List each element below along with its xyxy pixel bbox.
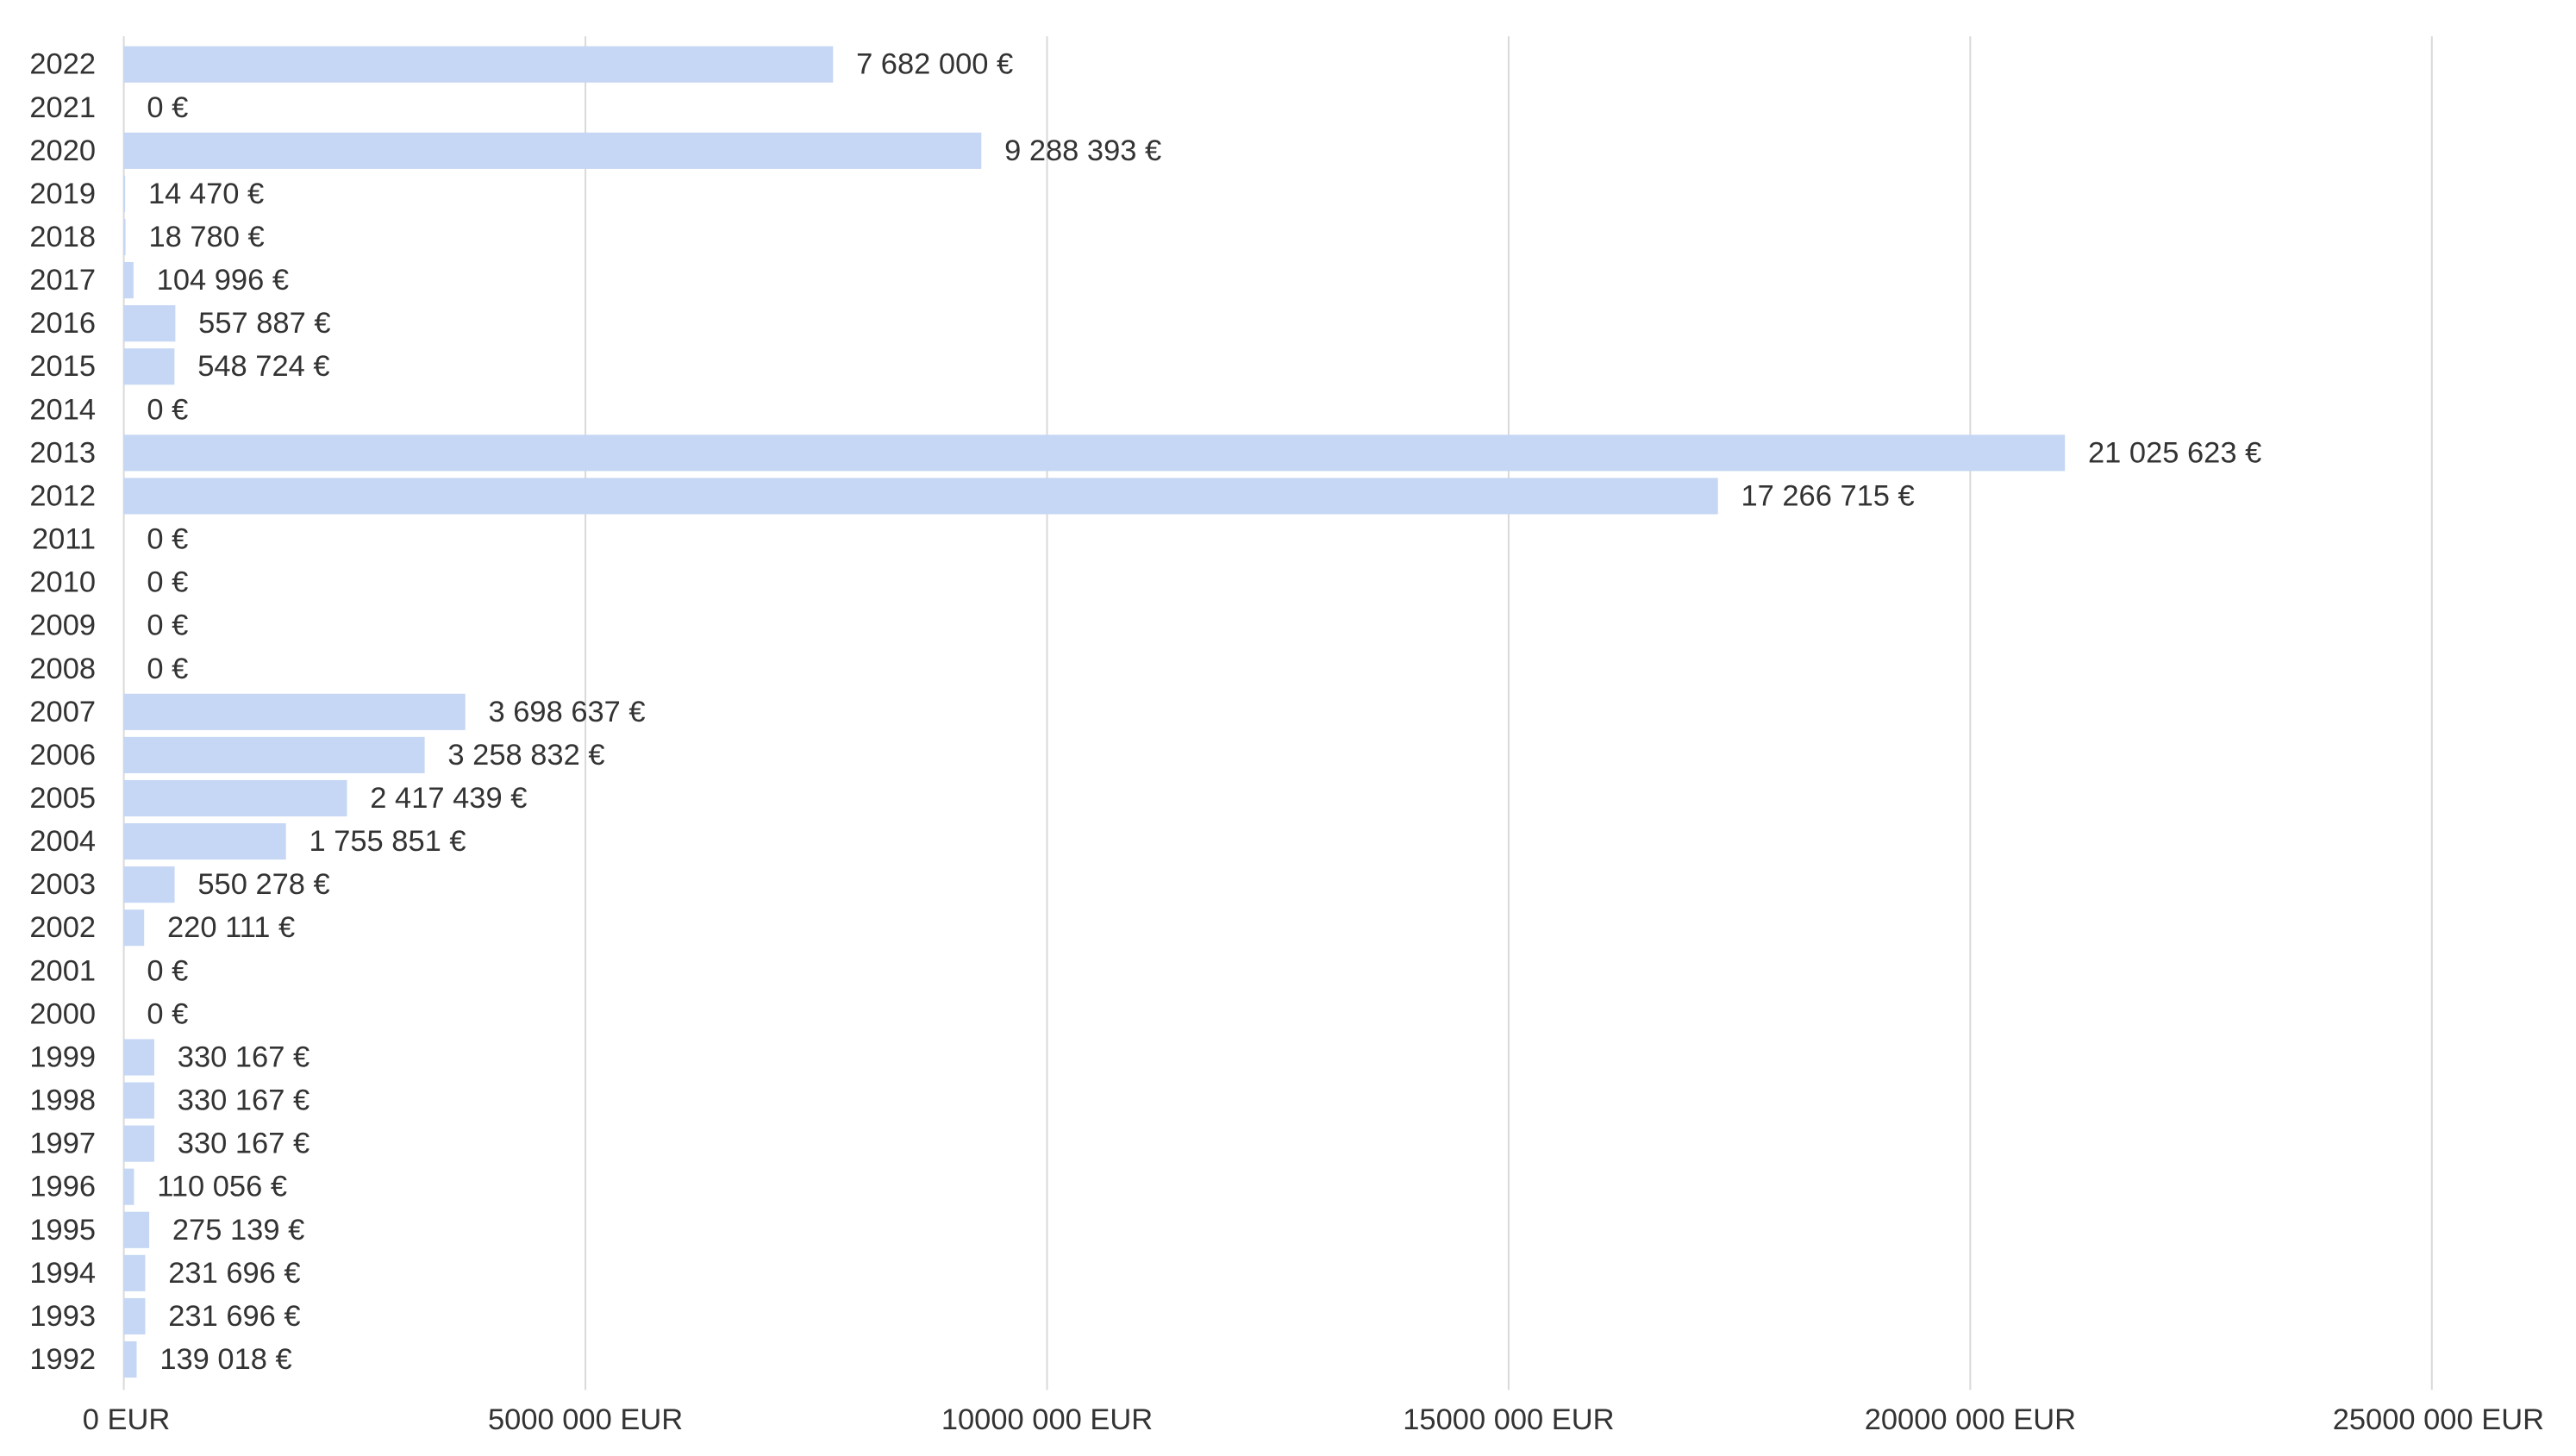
year-label: 2015 — [29, 350, 96, 383]
year-label: 2018 — [29, 221, 96, 253]
bar-1993 — [123, 1297, 146, 1334]
value-label: 7 682 000 € — [856, 48, 1013, 81]
value-label: 17 266 715 € — [1741, 479, 1914, 512]
year-label: 1999 — [29, 1040, 96, 1073]
value-label: 330 167 € — [178, 1128, 309, 1160]
bars — [123, 46, 2066, 1378]
year-label: 1995 — [29, 1214, 96, 1247]
value-label: 0 € — [147, 954, 188, 987]
value-label: 275 139 € — [172, 1214, 304, 1247]
bar-1992 — [123, 1340, 137, 1378]
bar-2004 — [123, 823, 286, 860]
bar-1997 — [123, 1125, 154, 1162]
year-label: 2008 — [29, 653, 96, 685]
value-label: 0 € — [147, 609, 188, 642]
value-label: 3 698 637 € — [489, 696, 646, 728]
bar-2002 — [123, 909, 145, 947]
bar-1998 — [123, 1082, 154, 1119]
value-label: 0 € — [147, 393, 188, 426]
value-label: 139 018 € — [159, 1343, 291, 1376]
value-label: 21 025 623 € — [2088, 436, 2261, 469]
bar-1995 — [123, 1211, 150, 1248]
year-label: 2011 — [32, 523, 96, 556]
bar-2020 — [123, 132, 982, 169]
year-label: 1998 — [29, 1084, 96, 1117]
bar-1994 — [123, 1254, 146, 1291]
year-label: 2014 — [29, 393, 96, 426]
bar-1999 — [123, 1039, 154, 1076]
year-label: 2000 — [29, 997, 96, 1030]
x-tick-label: 20000 000 EUR — [1865, 1403, 2076, 1436]
value-label: 220 111 € — [167, 911, 295, 944]
year-label: 2009 — [29, 609, 96, 642]
value-label: 0 € — [147, 91, 188, 124]
value-label: 104 996 € — [157, 264, 289, 297]
value-label: 18 780 € — [148, 221, 264, 253]
year-label: 2020 — [29, 134, 96, 167]
bar-2005 — [123, 779, 347, 817]
year-label: 1993 — [29, 1300, 96, 1333]
bar-2015 — [123, 348, 175, 385]
bar-2017 — [123, 262, 134, 299]
value-label: 330 167 € — [178, 1084, 309, 1117]
year-label: 2021 — [29, 91, 96, 124]
x-tick-label: 10000 000 EUR — [941, 1403, 1153, 1436]
bar-1996 — [123, 1168, 134, 1205]
x-tick-label: 5000 000 EUR — [488, 1403, 683, 1436]
year-label: 2017 — [29, 264, 96, 297]
year-label: 2012 — [29, 479, 96, 512]
bar-2003 — [123, 866, 175, 903]
value-label: 0 € — [147, 566, 188, 599]
year-label: 2007 — [29, 696, 96, 728]
value-label: 550 278 € — [197, 868, 329, 901]
value-label: 231 696 € — [168, 1257, 300, 1290]
bar-2007 — [123, 693, 466, 730]
year-label: 2004 — [29, 825, 96, 858]
year-label: 2016 — [29, 307, 96, 340]
bar-2019 — [123, 175, 126, 212]
value-label: 2 417 439 € — [370, 782, 527, 815]
year-label: 2005 — [29, 782, 96, 815]
value-labels: 7 682 000 € 0 € 9 288 393 € 14 470 € 18 780 … — [147, 48, 2261, 1376]
year-label: 1994 — [29, 1257, 96, 1290]
x-tick-label: 15000 000 EUR — [1403, 1403, 1614, 1436]
x-axis-tick-labels: 0 EUR 5000 000 EUR 10000 000 EUR 15000 000 … — [83, 1403, 2544, 1436]
year-label: 2019 — [29, 178, 96, 210]
bar-2013 — [123, 434, 2066, 472]
bar-2012 — [123, 478, 1718, 515]
value-label: 9 288 393 € — [1004, 134, 1161, 167]
bar-2016 — [123, 305, 176, 342]
x-tick-label: 0 EUR — [83, 1403, 171, 1436]
value-label: 1 755 851 € — [309, 825, 466, 858]
value-label: 548 724 € — [197, 350, 329, 383]
year-label: 2003 — [29, 868, 96, 901]
bar-2018 — [123, 218, 126, 256]
year-label: 2006 — [29, 739, 96, 772]
year-label: 2001 — [29, 954, 96, 987]
year-label: 1992 — [29, 1343, 96, 1376]
year-label: 2013 — [29, 436, 96, 469]
value-label: 0 € — [147, 997, 188, 1030]
bar-2006 — [123, 736, 425, 773]
year-axis-labels: 2022 2021 2020 2019 2018 2017 2016 2015 2014 2013… — [29, 48, 96, 1376]
value-label: 557 887 € — [198, 307, 330, 340]
year-label: 2002 — [29, 911, 96, 944]
x-tick-label: 25000 000 EUR — [2333, 1403, 2544, 1436]
bar-2022 — [123, 46, 834, 83]
year-label: 1997 — [29, 1128, 96, 1160]
value-label: 14 470 € — [148, 178, 264, 210]
year-label: 2022 — [29, 48, 96, 81]
grid-lines — [122, 36, 2433, 1390]
value-label: 3 258 832 € — [447, 739, 604, 772]
value-label: 231 696 € — [168, 1300, 300, 1333]
value-label: 0 € — [147, 523, 188, 556]
year-label: 2010 — [29, 566, 96, 599]
value-label: 0 € — [147, 653, 188, 685]
year-label: 1996 — [29, 1171, 96, 1203]
value-label: 110 056 € — [157, 1171, 287, 1203]
value-label: 330 167 € — [178, 1040, 309, 1073]
